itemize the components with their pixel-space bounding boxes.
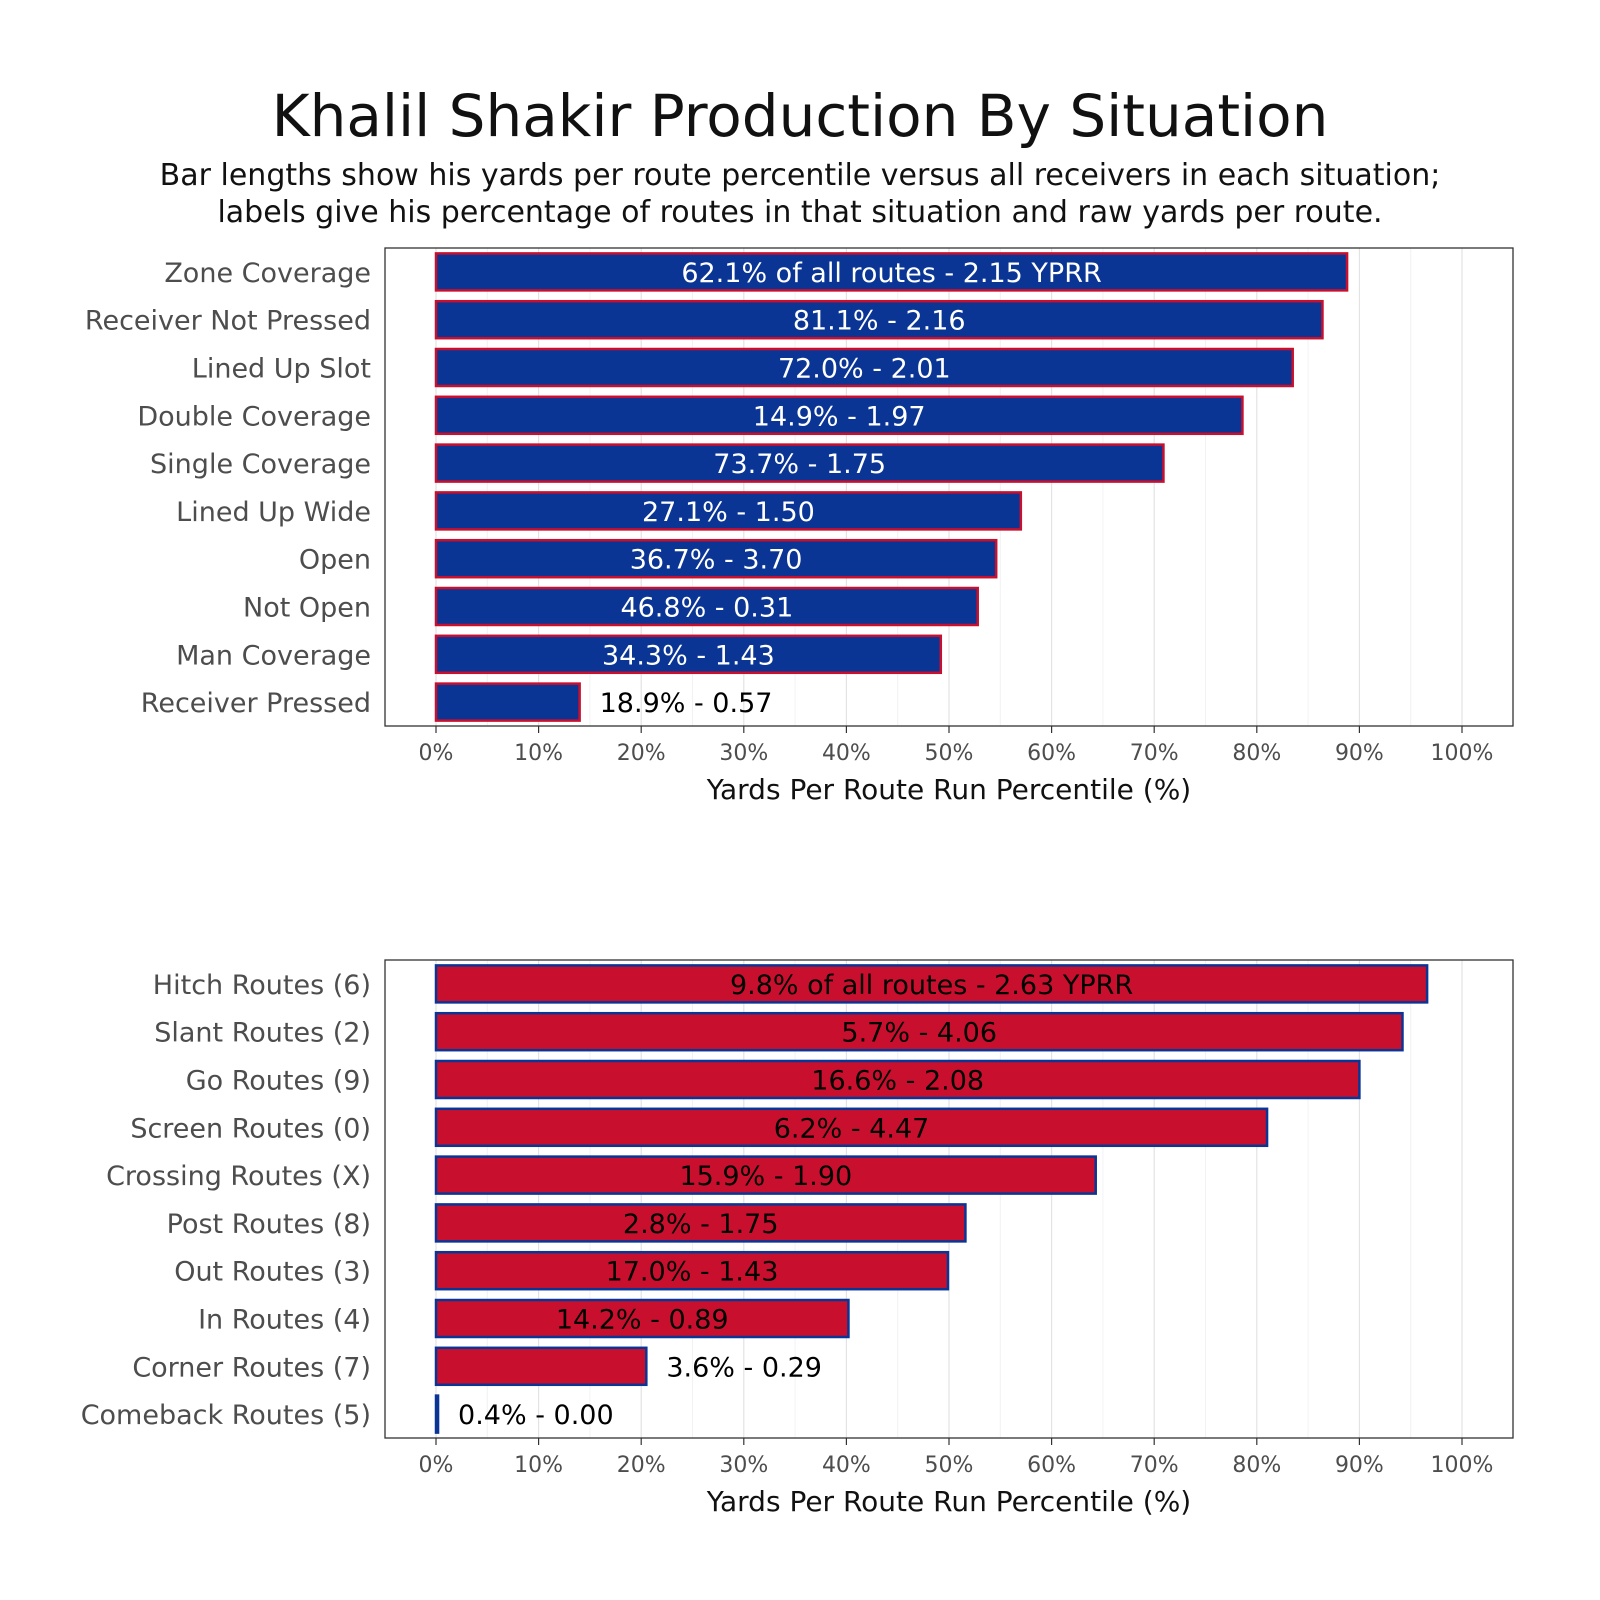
chart0-category-label: Zone Coverage: [164, 258, 371, 289]
chart1-data-label: 3.6% - 0.29: [666, 1352, 822, 1383]
route-type-bar-chart: Hitch Routes (6) 9.8% of all routes - 2.6…: [81, 959, 1514, 1518]
chart1-bar: [434, 964, 1429, 1004]
chart0-bar: [434, 299, 1324, 340]
chart1-data-label: 5.7% - 4.06: [841, 1018, 997, 1049]
chart1-bar: [434, 1394, 440, 1434]
chart1-data-label: 6.2% - 4.47: [774, 1113, 930, 1144]
chart1-x-tick-label: 60%: [1027, 1453, 1076, 1478]
chart1-category-label: Crossing Routes (X): [106, 1161, 371, 1192]
chart1-x-tick-label: 40%: [822, 1453, 871, 1478]
chart1-x-tick-label: 80%: [1232, 1453, 1281, 1478]
chart0-category-label: Not Open: [243, 593, 371, 624]
chart0-x-tick-label: 20%: [617, 741, 666, 766]
chart0-data-label: 36.7% - 3.70: [630, 545, 803, 576]
chart0-x-tick-label: 100%: [1431, 741, 1494, 766]
chart1-x-tick-label: 90%: [1335, 1453, 1384, 1478]
chart0-category-label: Lined Up Wide: [176, 497, 371, 528]
chart0-x-tick-label: 30%: [719, 741, 768, 766]
chart1-data-label: 14.2% - 0.89: [556, 1305, 729, 1336]
chart0-bar: [434, 682, 581, 722]
chart0-x-tick-label: 40%: [822, 741, 871, 766]
chart0-x-tick-label: 0%: [419, 741, 454, 766]
chart0-data-label: 73.7% - 1.75: [713, 449, 886, 480]
chart1-x-tick-label: 30%: [719, 1453, 768, 1478]
chart0-category-label: Open: [299, 545, 371, 576]
chart0-bar: [434, 252, 1349, 292]
chart-title: Khalil Shakir Production By Situation: [271, 82, 1329, 150]
chart0-data-label: 18.9% - 0.57: [600, 688, 773, 719]
chart0-x-tick-label: 60%: [1027, 741, 1076, 766]
chart1-bar: [434, 1107, 1269, 1148]
chart1-data-label: 15.9% - 1.90: [679, 1161, 852, 1192]
chart1-x-axis-title: Yards Per Route Run Percentile (%): [706, 1485, 1191, 1518]
chart0-x-tick-label: 80%: [1232, 741, 1281, 766]
chart1-x-tick-label: 50%: [925, 1453, 974, 1478]
chart0-data-label: 81.1% - 2.16: [793, 306, 966, 337]
chart1-bar: [434, 1346, 648, 1387]
chart1-data-label: 2.8% - 1.75: [623, 1209, 779, 1240]
chart1-x-tick-label: 10%: [514, 1453, 563, 1478]
chart1-x-tick-label: 0%: [419, 1453, 454, 1478]
chart-subtitle-line-1: Bar lengths show his yards per route per…: [159, 158, 1441, 193]
chart1-category-label: Corner Routes (7): [132, 1352, 371, 1383]
chart1-bar: [434, 1011, 1404, 1052]
chart1-bar: [434, 1203, 967, 1243]
chart1-data-label: 9.8% of all routes - 2.63 YPRR: [730, 970, 1133, 1001]
chart1-bar: [434, 1298, 850, 1339]
chart1-data-label: 17.0% - 1.43: [606, 1257, 779, 1288]
chart1-category-label: Comeback Routes (5): [81, 1400, 371, 1431]
chart0-data-label: 62.1% of all routes - 2.15 YPRR: [681, 258, 1101, 289]
chart0-x-tick-label: 90%: [1335, 741, 1384, 766]
chart1-x-tick-label: 20%: [617, 1453, 666, 1478]
chart0-category-label: Lined Up Slot: [192, 354, 371, 385]
chart0-category-label: Single Coverage: [150, 449, 371, 480]
chart1-data-label: 0.4% - 0.00: [458, 1400, 614, 1431]
chart0-bar: [434, 586, 979, 627]
chart0-bar: [434, 395, 1244, 436]
chart0-bar: [434, 443, 1165, 483]
coverage-situation-bar-chart: Zone Coverage 62.1% of all routes - 2.15 …: [85, 247, 1514, 806]
chart0-x-tick-label: 10%: [514, 741, 563, 766]
chart0-category-label: Man Coverage: [176, 640, 371, 671]
chart0-bar: [434, 634, 943, 675]
chart0-x-tick-label: 70%: [1130, 741, 1179, 766]
chart0-data-label: 34.3% - 1.43: [602, 640, 775, 671]
chart0-data-label: 27.1% - 1.50: [642, 497, 815, 528]
chart0-bar: [434, 491, 1023, 531]
chart0-data-label: 46.8% - 0.31: [620, 593, 793, 624]
chart0-bar: [434, 538, 998, 579]
chart1-category-label: Hitch Routes (6): [153, 970, 371, 1001]
chart1-bar: [434, 1059, 1361, 1100]
chart1-category-label: Screen Routes (0): [130, 1113, 371, 1144]
chart1-category-label: In Routes (4): [198, 1305, 371, 1336]
chart0-data-label: 14.9% - 1.97: [753, 401, 926, 432]
chart1-bar: [434, 1250, 950, 1291]
chart0-category-label: Receiver Not Pressed: [85, 306, 371, 337]
chart1-category-label: Post Routes (8): [167, 1209, 371, 1240]
chart0-bar: [434, 347, 1294, 388]
chart0-category-label: Receiver Pressed: [141, 688, 371, 719]
chart1-bar: [434, 1155, 1097, 1195]
chart1-data-label: 16.6% - 2.08: [811, 1066, 984, 1097]
chart1-category-label: Slant Routes (2): [154, 1018, 371, 1049]
chart0-x-tick-label: 50%: [925, 741, 974, 766]
chart-subtitle-line-2: labels give his percentage of routes in …: [217, 195, 1383, 230]
chart1-category-label: Go Routes (9): [186, 1066, 371, 1097]
chart1-x-tick-label: 100%: [1431, 1453, 1494, 1478]
chart0-category-label: Double Coverage: [137, 401, 371, 432]
chart0-x-axis-title: Yards Per Route Run Percentile (%): [706, 773, 1191, 806]
chart1-category-label: Out Routes (3): [174, 1257, 371, 1288]
chart0-data-label: 72.0% - 2.01: [778, 354, 951, 385]
chart1-x-tick-label: 70%: [1130, 1453, 1179, 1478]
